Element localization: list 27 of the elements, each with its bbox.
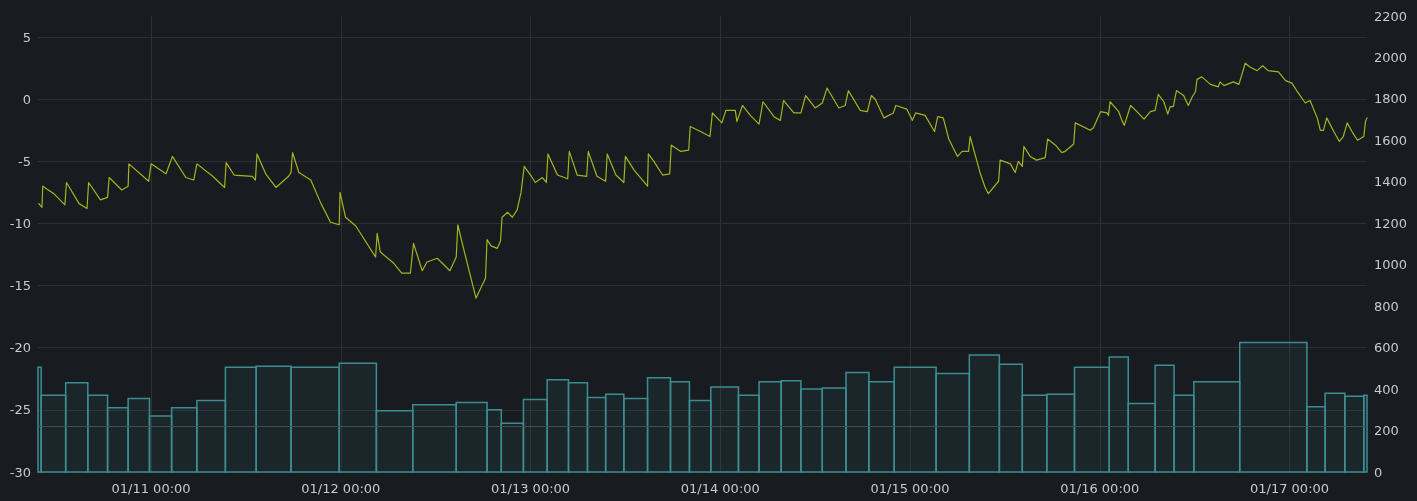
y2-tick-label: 1000 (1374, 257, 1408, 273)
y2-tick-label: 2000 (1374, 49, 1408, 65)
x-tick-label: 01/13 00:00 (491, 481, 571, 496)
y-tick-label: -30 (9, 464, 31, 480)
y2-tick-label: 1200 (1374, 215, 1408, 231)
y-tick-label: -25 (9, 402, 31, 418)
x-tick-label: 01/14 00:00 (680, 481, 760, 496)
x-tick-label: 01/16 00:00 (1060, 481, 1140, 496)
y2-tick-label: 400 (1374, 381, 1399, 397)
x-tick-label: 01/11 00:00 (111, 481, 191, 496)
x-tick-label: 01/17 00:00 (1249, 481, 1330, 496)
y2-tick-label: 1600 (1374, 132, 1408, 148)
x-tick-label: 01/15 00:00 (870, 481, 950, 496)
y-tick-label: -5 (18, 153, 31, 169)
y-tick-label: -20 (9, 340, 31, 356)
y-tick-label: -10 (9, 216, 31, 231)
y-tick-label: 0 (22, 91, 31, 107)
y-tick-label: 5 (22, 29, 31, 45)
y2-tick-label: 0 (1374, 464, 1383, 480)
y2-tick-label: 600 (1374, 340, 1399, 356)
y2-tick-label: 800 (1374, 298, 1399, 314)
y2-tick-label: 200 (1374, 423, 1399, 439)
y2-tick-label: 2200 (1374, 8, 1408, 24)
y-tick-label: -15 (9, 278, 31, 294)
y2-tick-label: 1800 (1374, 91, 1408, 107)
y2-tick-label: 1400 (1374, 174, 1408, 190)
x-tick-label: 01/12 00:00 (301, 481, 381, 496)
